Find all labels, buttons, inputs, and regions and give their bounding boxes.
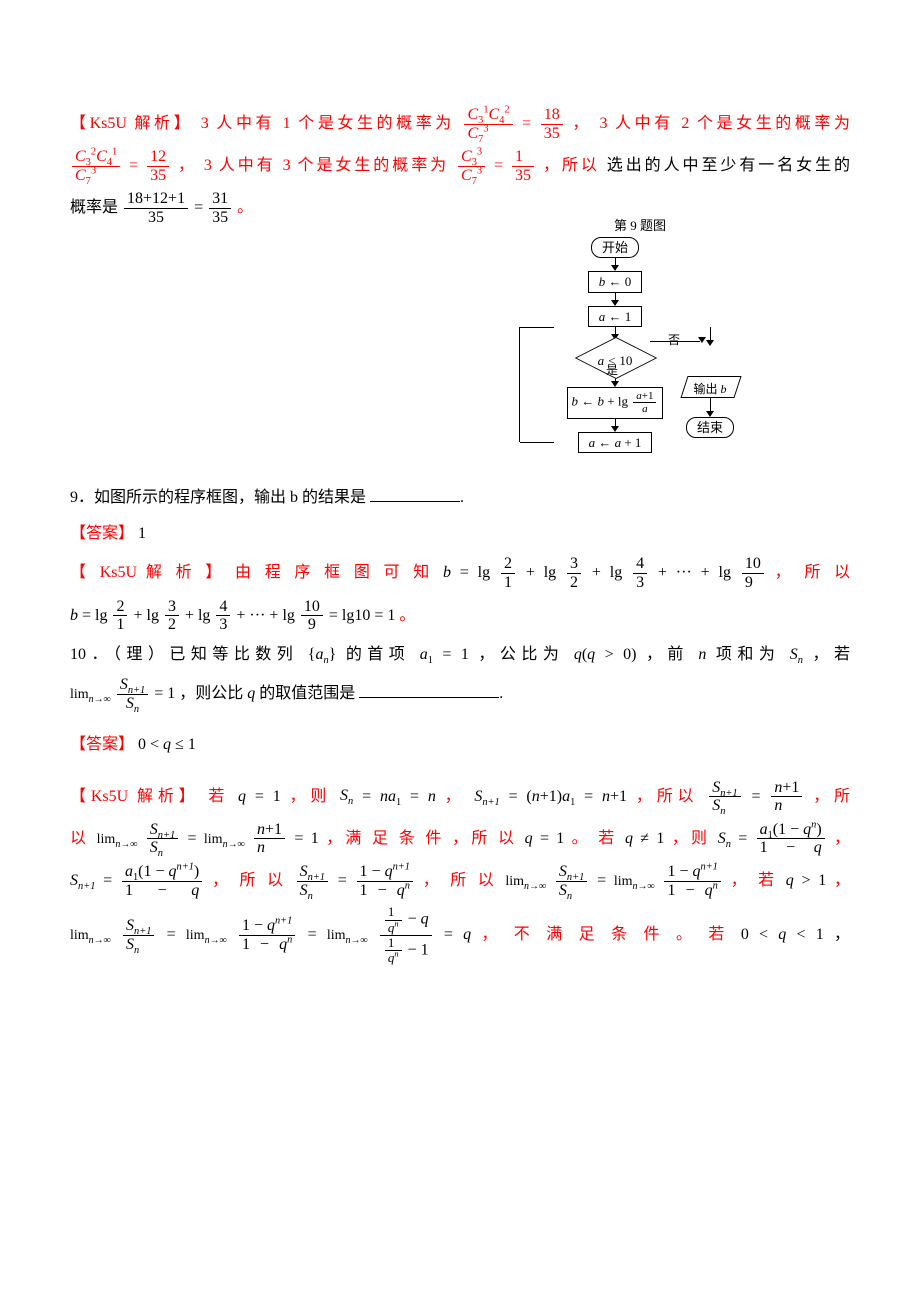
blank: [370, 486, 460, 501]
fraction: 18 35: [541, 106, 563, 142]
solution-9-line1: 【 Ks5U 解 析 】 由 程 序 框 图 可 知 b = lg 21 + l…: [70, 555, 850, 591]
fc-output: 输出 b: [680, 376, 740, 398]
answer-10: 【答案】 0 < q ≤ 1: [70, 730, 850, 760]
question-9: 9．如图所示的程序框图，输出 b 的结果是 .: [70, 483, 850, 513]
fc-end: 结束: [686, 417, 734, 439]
solution-9-line2: b = lg 21 + lg 32 + lg 43 + ··· + lg 109…: [70, 598, 850, 634]
text: ， 所 以: [775, 564, 850, 581]
blank: [359, 682, 499, 697]
question-10-line1: 10．（理）已知等比数列 {an} 的首项 a1 = 1 ，公比为 q(q > …: [70, 640, 850, 670]
fraction: 1 35: [512, 148, 534, 184]
fc-decision: a < 10: [580, 342, 650, 372]
solution-10-line4: limn→∞ Sn+1Sn = limn→∞ 1 − qn+11 − qn = …: [70, 905, 850, 965]
text: ， 3 人中有 2 个是女生的概率为: [572, 115, 850, 132]
solution-10-line3: Sn+1 = a1(1 − qn+1)1 − q ， 所 以 Sn+1Sn = …: [70, 863, 850, 899]
text: 选出的人中至少有一名女生的: [607, 157, 850, 174]
question-10-line2: limn→∞ Sn+1Sn = 1 ，则公比 q 的取值范围是 .: [70, 676, 850, 712]
flowchart-region: 开始 b ← 0 a ← 1 a < 10 是 否 b ← b + lg a+1…: [70, 237, 850, 477]
analysis-tag: 【Ks5U 解析】: [70, 115, 193, 132]
answer-tag: 【答案】: [70, 736, 134, 753]
text: ， 3 人中有 3 个是女生的概率为: [178, 157, 456, 174]
text: 概率是: [70, 199, 122, 216]
fraction: 18+12+1 35: [124, 190, 188, 226]
solution-8-line1: 【Ks5U 解析】 3 人中有 1 个是女生的概率为 C31C42 C73 = …: [70, 106, 850, 142]
solution-10-line2: 以 limn→∞ Sn+1Sn = limn→∞ n+1n = 1 ，满 足 条…: [70, 821, 850, 857]
fc-assign-a1: a ← 1: [588, 306, 643, 328]
analysis-tag: 【 Ks5U 解 析 】: [70, 564, 226, 581]
answer-tag: 【答案】: [70, 525, 134, 542]
solution-8-line2: C32C41 C73 = 12 35 ， 3 人中有 3 个是女生的概率为 C3…: [70, 148, 850, 184]
fc-assign-b: b ← b + lg a+1a: [567, 387, 664, 418]
text: 3 人中有 1 个是女生的概率为: [201, 115, 463, 132]
fraction: C32C41 C73: [72, 148, 120, 184]
analysis-tag: 【Ks5U 解析】: [70, 787, 200, 804]
fraction: 31 35: [209, 190, 231, 226]
fc-caption: 第 9 题图: [510, 214, 770, 239]
fc-start: 开始: [591, 237, 639, 259]
fraction: C33 C73: [458, 148, 485, 184]
solution-10-line1: 【Ks5U 解析】 若 q = 1 ，则 Sn = na1 = n ， Sn+1…: [70, 779, 850, 815]
fc-assign-b0: b ← 0: [588, 271, 643, 293]
text: ，所以: [543, 157, 600, 174]
text: 。: [237, 199, 253, 216]
text: 由 程 序 框 图 可 知: [235, 564, 443, 581]
fraction: C31C42 C73: [464, 106, 512, 142]
q9-text: 9．如图所示的程序框图，输出 b 的结果是: [70, 489, 366, 506]
answer-value: 1: [138, 525, 146, 542]
text: 。: [399, 606, 415, 623]
fraction: 12 35: [147, 148, 169, 184]
fc-inc: a ← a + 1: [578, 432, 653, 454]
answer-9: 【答案】 1: [70, 519, 850, 549]
